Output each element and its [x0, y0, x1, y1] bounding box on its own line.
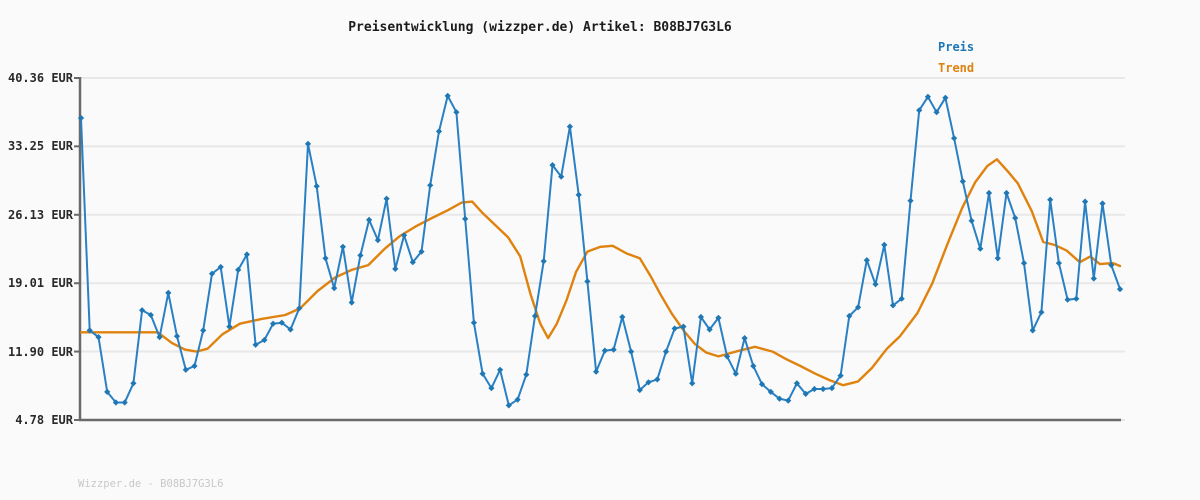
y-tick-label-4: 11.90 EUR — [7, 345, 73, 359]
y-tick-label-2: 26.13 EUR — [7, 208, 73, 222]
y-tick-label-0: 40.36 EUR — [7, 71, 73, 85]
preis-series-line — [80, 94, 1121, 407]
legend-label-preis: Preis — [938, 40, 975, 54]
chart-title: Preisentwicklung (wizzper.de) Artikel: B… — [348, 20, 732, 35]
y-tick-label-1: 33.25 EUR — [7, 139, 73, 153]
y-tick-label-5: 4.78 EUR — [15, 413, 73, 427]
y-tick-label-3: 19.01 EUR — [7, 276, 73, 290]
legend-label-trend: Trend — [938, 61, 975, 75]
trend-series-line — [79, 158, 1122, 387]
watermark: Wizzper.de - B08BJ7G3L6 — [78, 478, 224, 490]
